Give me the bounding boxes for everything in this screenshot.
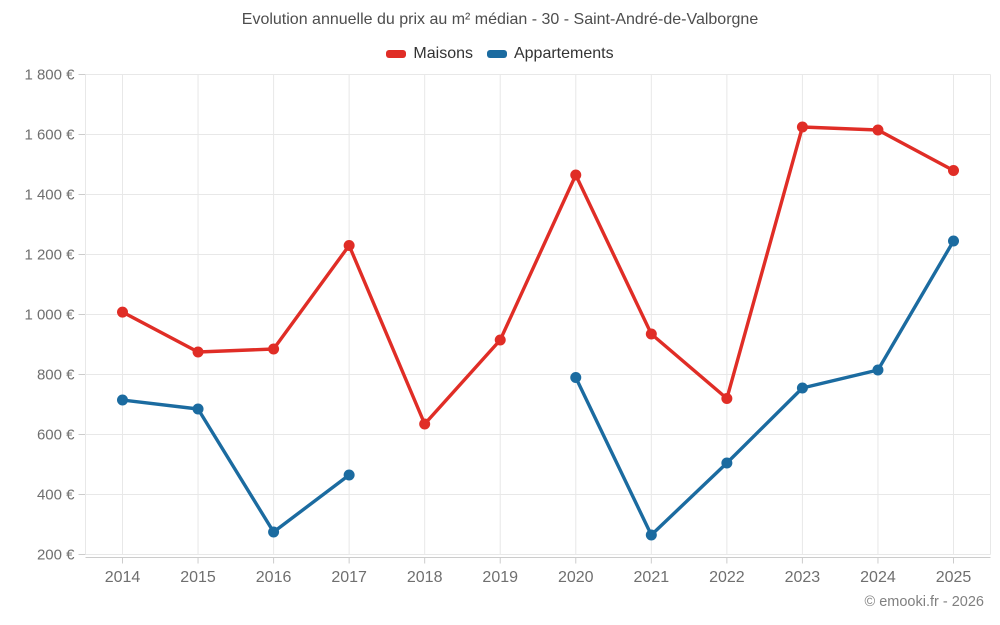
x-tick-label: 2022 xyxy=(709,569,745,586)
data-point-maisons-2015[interactable] xyxy=(192,346,204,358)
data-point-appartements-2022[interactable] xyxy=(721,457,733,469)
x-tick-label: 2016 xyxy=(256,569,292,586)
data-point-maisons-2019[interactable] xyxy=(494,334,506,346)
data-point-maisons-2024[interactable] xyxy=(872,124,884,136)
series-line-appartements xyxy=(574,239,956,537)
y-tick-label: 1 000 € xyxy=(24,307,75,324)
y-tick-label: 400 € xyxy=(37,487,75,504)
data-point-appartements-2025[interactable] xyxy=(948,235,959,247)
x-tick-label: 2023 xyxy=(785,569,821,586)
x-tick-label: 2019 xyxy=(482,569,518,586)
data-point-maisons-2018[interactable] xyxy=(419,418,431,430)
legend-label-maisons: Maisons xyxy=(413,45,473,62)
footer-credit: © emooki.fr - 2026 xyxy=(864,594,984,610)
x-tick-label: 2018 xyxy=(407,569,443,586)
legend-swatch-maisons xyxy=(386,50,407,58)
y-tick-label: 800 € xyxy=(37,367,75,384)
y-tick-label: 200 € xyxy=(37,547,75,564)
legend: Maisons Appartements xyxy=(0,45,1000,63)
y-tick-label: 1 600 € xyxy=(24,127,75,144)
x-tick-label: 2024 xyxy=(860,569,896,586)
data-point-maisons-2016[interactable] xyxy=(268,343,280,355)
x-tick-label: 2015 xyxy=(180,569,216,586)
data-point-appartements-2024[interactable] xyxy=(872,364,884,376)
series-line-maisons xyxy=(120,125,956,426)
y-tick-label: 1 800 € xyxy=(24,67,75,84)
data-point-maisons-2020[interactable] xyxy=(570,169,582,181)
legend-swatch-appartements xyxy=(486,50,507,58)
data-point-appartements-2016[interactable] xyxy=(268,526,280,538)
data-point-appartements-2014[interactable] xyxy=(117,394,128,406)
legend-label-appartements: Appartements xyxy=(513,45,614,62)
data-point-appartements-2023[interactable] xyxy=(796,382,808,394)
data-point-appartements-2021[interactable] xyxy=(645,529,657,541)
data-point-appartements-2017[interactable] xyxy=(343,469,355,481)
x-tick-label: 2025 xyxy=(936,569,972,586)
data-point-appartements-2020[interactable] xyxy=(570,372,582,383)
data-point-maisons-2017[interactable] xyxy=(343,240,355,251)
x-tick-label: 2021 xyxy=(634,569,670,586)
data-point-maisons-2022[interactable] xyxy=(721,393,733,404)
data-point-maisons-2021[interactable] xyxy=(645,328,657,340)
y-tick-label: 1 400 € xyxy=(24,187,75,204)
legend-item-maisons[interactable]: Maisons xyxy=(386,45,473,63)
data-point-appartements-2015[interactable] xyxy=(192,403,204,415)
chart-title: Evolution annuelle du prix au m² médian … xyxy=(241,11,759,28)
x-tick-label: 2014 xyxy=(105,569,141,586)
y-tick-label: 600 € xyxy=(37,427,75,444)
x-tick-label: 2017 xyxy=(331,569,367,586)
legend-item-appartements[interactable]: Appartements xyxy=(486,45,614,63)
x-tick-label: 2020 xyxy=(558,569,594,586)
data-point-maisons-2014[interactable] xyxy=(117,306,128,318)
y-tick-label: 1 200 € xyxy=(24,247,75,264)
data-point-maisons-2023[interactable] xyxy=(796,121,808,133)
data-point-maisons-2025[interactable] xyxy=(948,165,959,176)
series-line-appartements xyxy=(120,398,351,534)
